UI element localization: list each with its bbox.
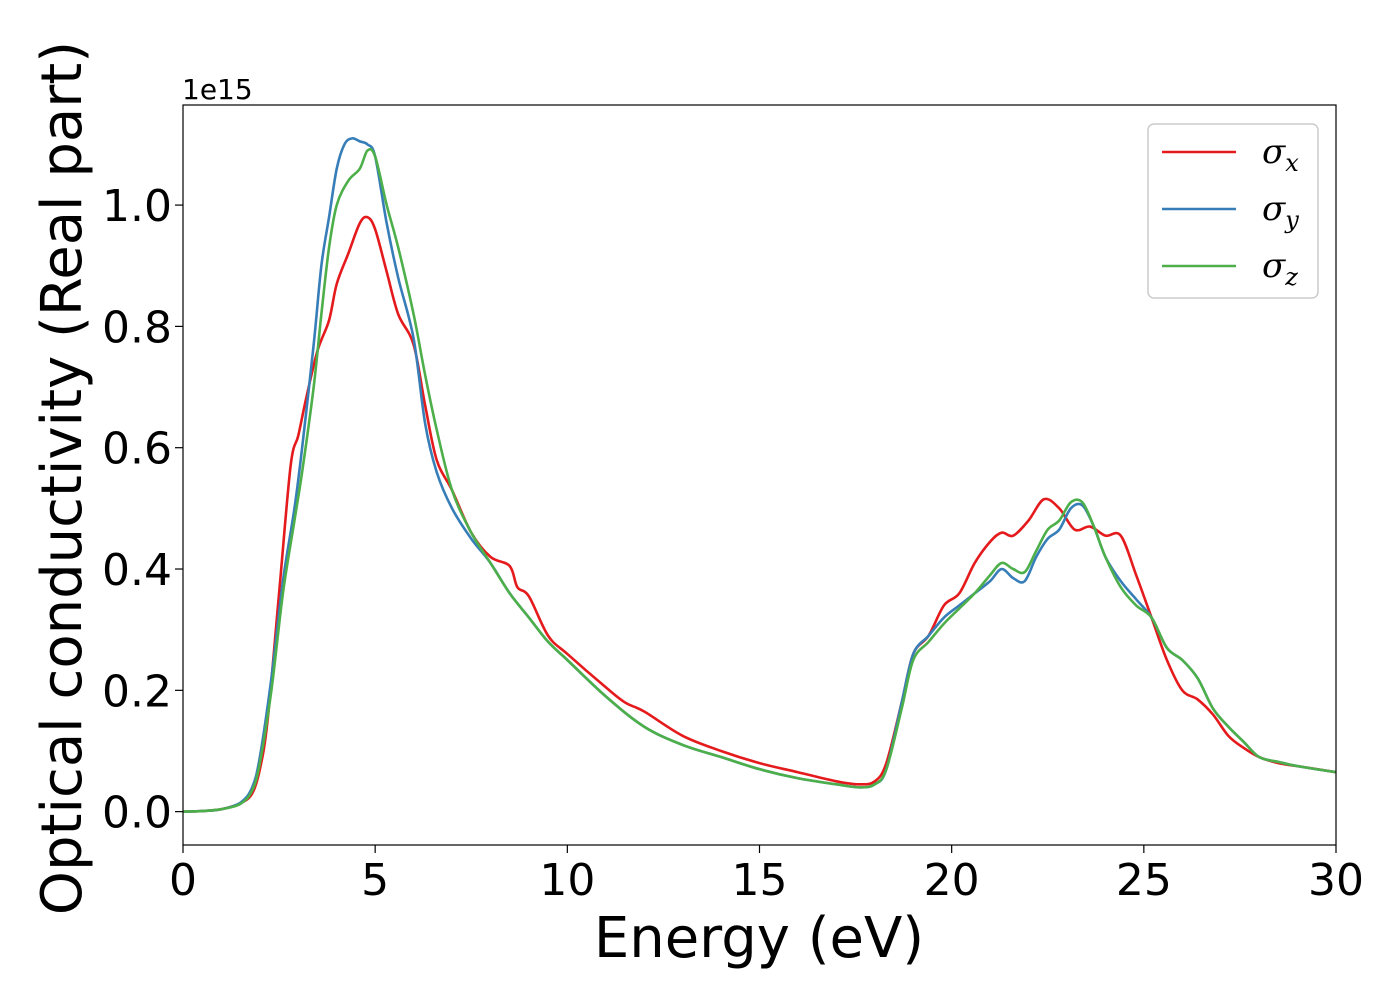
x-tick-label: 20 <box>924 855 980 906</box>
y-tick-label: 0.8 <box>102 302 172 353</box>
series-line-z <box>182 147 1337 813</box>
x-tick-label: 10 <box>539 855 595 906</box>
y-offset-label: 1e15 <box>182 73 253 106</box>
x-tick-label: 0 <box>169 855 197 906</box>
plot-lines <box>182 137 1337 813</box>
x-tick-label: 5 <box>361 855 389 906</box>
y-tick-label: 0.2 <box>102 666 172 717</box>
x-axis: 0 5 10 15 20 25 30 <box>169 845 1364 906</box>
x-tick-label: 30 <box>1308 855 1364 906</box>
y-tick-label: 0.4 <box>102 545 172 596</box>
y-tick-label: 0.6 <box>102 424 172 475</box>
y-tick-label: 1.0 <box>102 181 172 232</box>
legend-box <box>1147 123 1319 299</box>
x-tick-label: 15 <box>732 855 788 906</box>
y-axis: 0.0 0.2 0.4 0.6 0.8 1.0 <box>102 181 183 839</box>
y-tick-label: 0.0 <box>102 788 172 839</box>
x-tick-label: 25 <box>1116 855 1172 906</box>
y-axis-label: Optical conductivity (Real part) <box>30 41 95 915</box>
x-axis-label: Energy (eV) <box>594 906 924 971</box>
